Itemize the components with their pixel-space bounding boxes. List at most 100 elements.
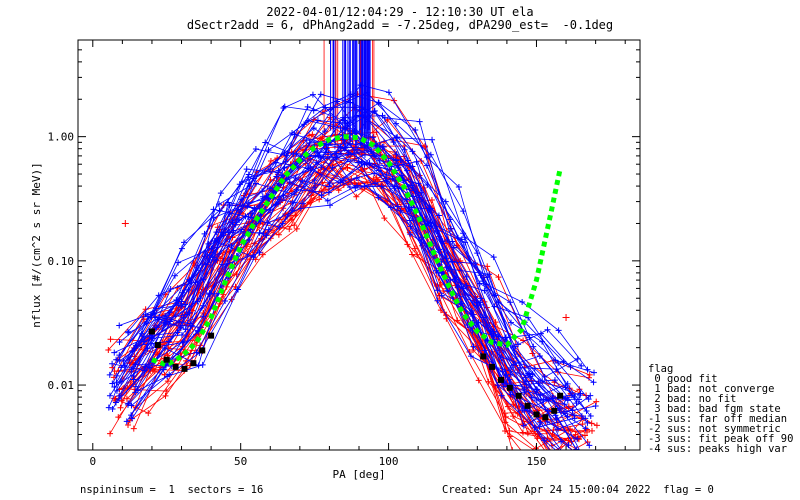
blue-trace-marker	[372, 180, 379, 187]
blue-trace-marker	[476, 280, 483, 287]
blue-trace-marker	[226, 210, 233, 217]
blue-trace-marker	[165, 338, 172, 345]
blue-trace-marker	[228, 254, 235, 261]
blue-trace-marker	[111, 349, 118, 356]
blue-trace-marker	[263, 232, 270, 239]
blue-trace-marker	[152, 314, 159, 321]
red-trace-marker	[576, 386, 583, 393]
blue-trace-marker	[519, 298, 526, 305]
blue-trace-marker	[412, 127, 419, 134]
blue-trace-marker	[206, 291, 213, 298]
blue-trace-marker	[304, 103, 311, 110]
blue-trace-marker	[321, 128, 328, 135]
blue-trace-marker	[179, 289, 186, 296]
fit-curve	[151, 134, 563, 368]
blue-trace-marker	[567, 456, 573, 462]
blue-trace-marker	[494, 382, 501, 389]
median-point	[208, 332, 215, 339]
blue-trace-marker	[138, 330, 145, 337]
blue-trace-marker	[291, 191, 298, 198]
blue-trace-marker	[252, 146, 259, 153]
blue-trace-marker	[434, 287, 441, 294]
blue-trace-marker	[150, 309, 157, 316]
blue-trace-marker	[334, 154, 341, 161]
blue-trace-marker	[555, 359, 562, 366]
blue-trace-marker	[375, 194, 382, 201]
blue-trace-marker	[216, 201, 223, 208]
blue-trace-marker	[222, 298, 229, 305]
blue-trace-marker	[394, 134, 401, 141]
red-trace-marker	[495, 274, 502, 281]
blue-trace-marker	[317, 154, 324, 161]
red-trace-marker	[509, 447, 516, 450]
blue-trace-marker	[497, 354, 504, 361]
red-trace-marker	[317, 135, 324, 142]
blue-trace-marker	[585, 466, 591, 472]
blue-trace-marker	[262, 139, 269, 146]
blue-trace-marker	[592, 465, 598, 471]
red-trace-marker	[589, 427, 596, 434]
blue-trace-marker	[299, 200, 306, 207]
blue-trace-marker	[533, 386, 540, 393]
legend-item: 1 bad: not converge	[648, 383, 775, 395]
x-tick-label: 50	[234, 455, 247, 468]
blue-trace-marker	[368, 148, 375, 155]
blue-trace-marker	[528, 394, 535, 401]
blue-trace-marker	[578, 362, 585, 369]
blue-trace-marker	[210, 206, 217, 213]
blue-trace-marker	[279, 220, 286, 227]
blue-trace-marker	[175, 259, 182, 266]
blue-trace-marker	[508, 319, 515, 326]
median-point	[148, 328, 155, 335]
blue-trace-marker	[582, 425, 589, 432]
blue-trace-marker	[113, 356, 120, 363]
blue-trace-marker	[317, 91, 324, 98]
median-point	[154, 342, 161, 349]
blue-trace-marker	[375, 99, 382, 106]
red-trace-marker	[267, 158, 274, 165]
median-point	[557, 392, 564, 399]
blue-trace-marker	[470, 343, 477, 350]
red-trace-marker	[232, 283, 239, 290]
blue-trace-marker	[323, 145, 330, 152]
blue-trace-marker	[401, 146, 408, 153]
blue-trace-marker	[404, 167, 411, 174]
blue-trace-marker	[361, 151, 368, 158]
blue-trace-marker	[179, 303, 186, 310]
blue-trace-marker	[129, 415, 136, 422]
blue-trace-marker	[281, 103, 288, 110]
blue-trace-marker	[257, 218, 264, 225]
median-point	[181, 365, 188, 372]
blue-trace-marker	[574, 435, 581, 442]
blue-trace-marker	[246, 236, 253, 243]
blue-trace-marker	[218, 261, 225, 268]
blue-trace-marker	[536, 353, 543, 360]
blue-trace-marker	[590, 379, 597, 386]
blue-trace-marker	[567, 458, 573, 464]
blue-trace-marker	[537, 330, 544, 337]
blue-trace-marker	[267, 165, 274, 172]
blue-trace-marker	[116, 339, 123, 346]
blue-trace-marker	[265, 147, 272, 154]
blue-trace-marker	[211, 290, 218, 297]
blue-trace-marker	[442, 198, 449, 205]
blue-trace-marker	[192, 279, 199, 286]
blue-trace-marker	[346, 184, 353, 191]
blue-trace-marker	[550, 452, 556, 458]
red-trace-marker	[502, 419, 509, 426]
blue-trace-marker	[507, 299, 514, 306]
x-tick-label: 100	[379, 455, 399, 468]
legend-item: 2 bad: no fit	[648, 393, 737, 405]
blue-trace-marker	[507, 364, 514, 371]
red-trace-marker	[411, 245, 418, 252]
red-trace-marker	[123, 395, 130, 402]
legend-item: -4 sus: peaks high var	[648, 443, 788, 455]
blue-trace-marker	[539, 378, 546, 385]
median-point	[506, 384, 513, 391]
red-trace-marker	[519, 429, 526, 436]
blue-trace-marker	[275, 167, 282, 174]
blue-trace-marker	[245, 171, 252, 178]
median-point	[489, 363, 496, 370]
blue-trace-marker	[260, 230, 267, 237]
red-trace-marker	[572, 431, 579, 438]
